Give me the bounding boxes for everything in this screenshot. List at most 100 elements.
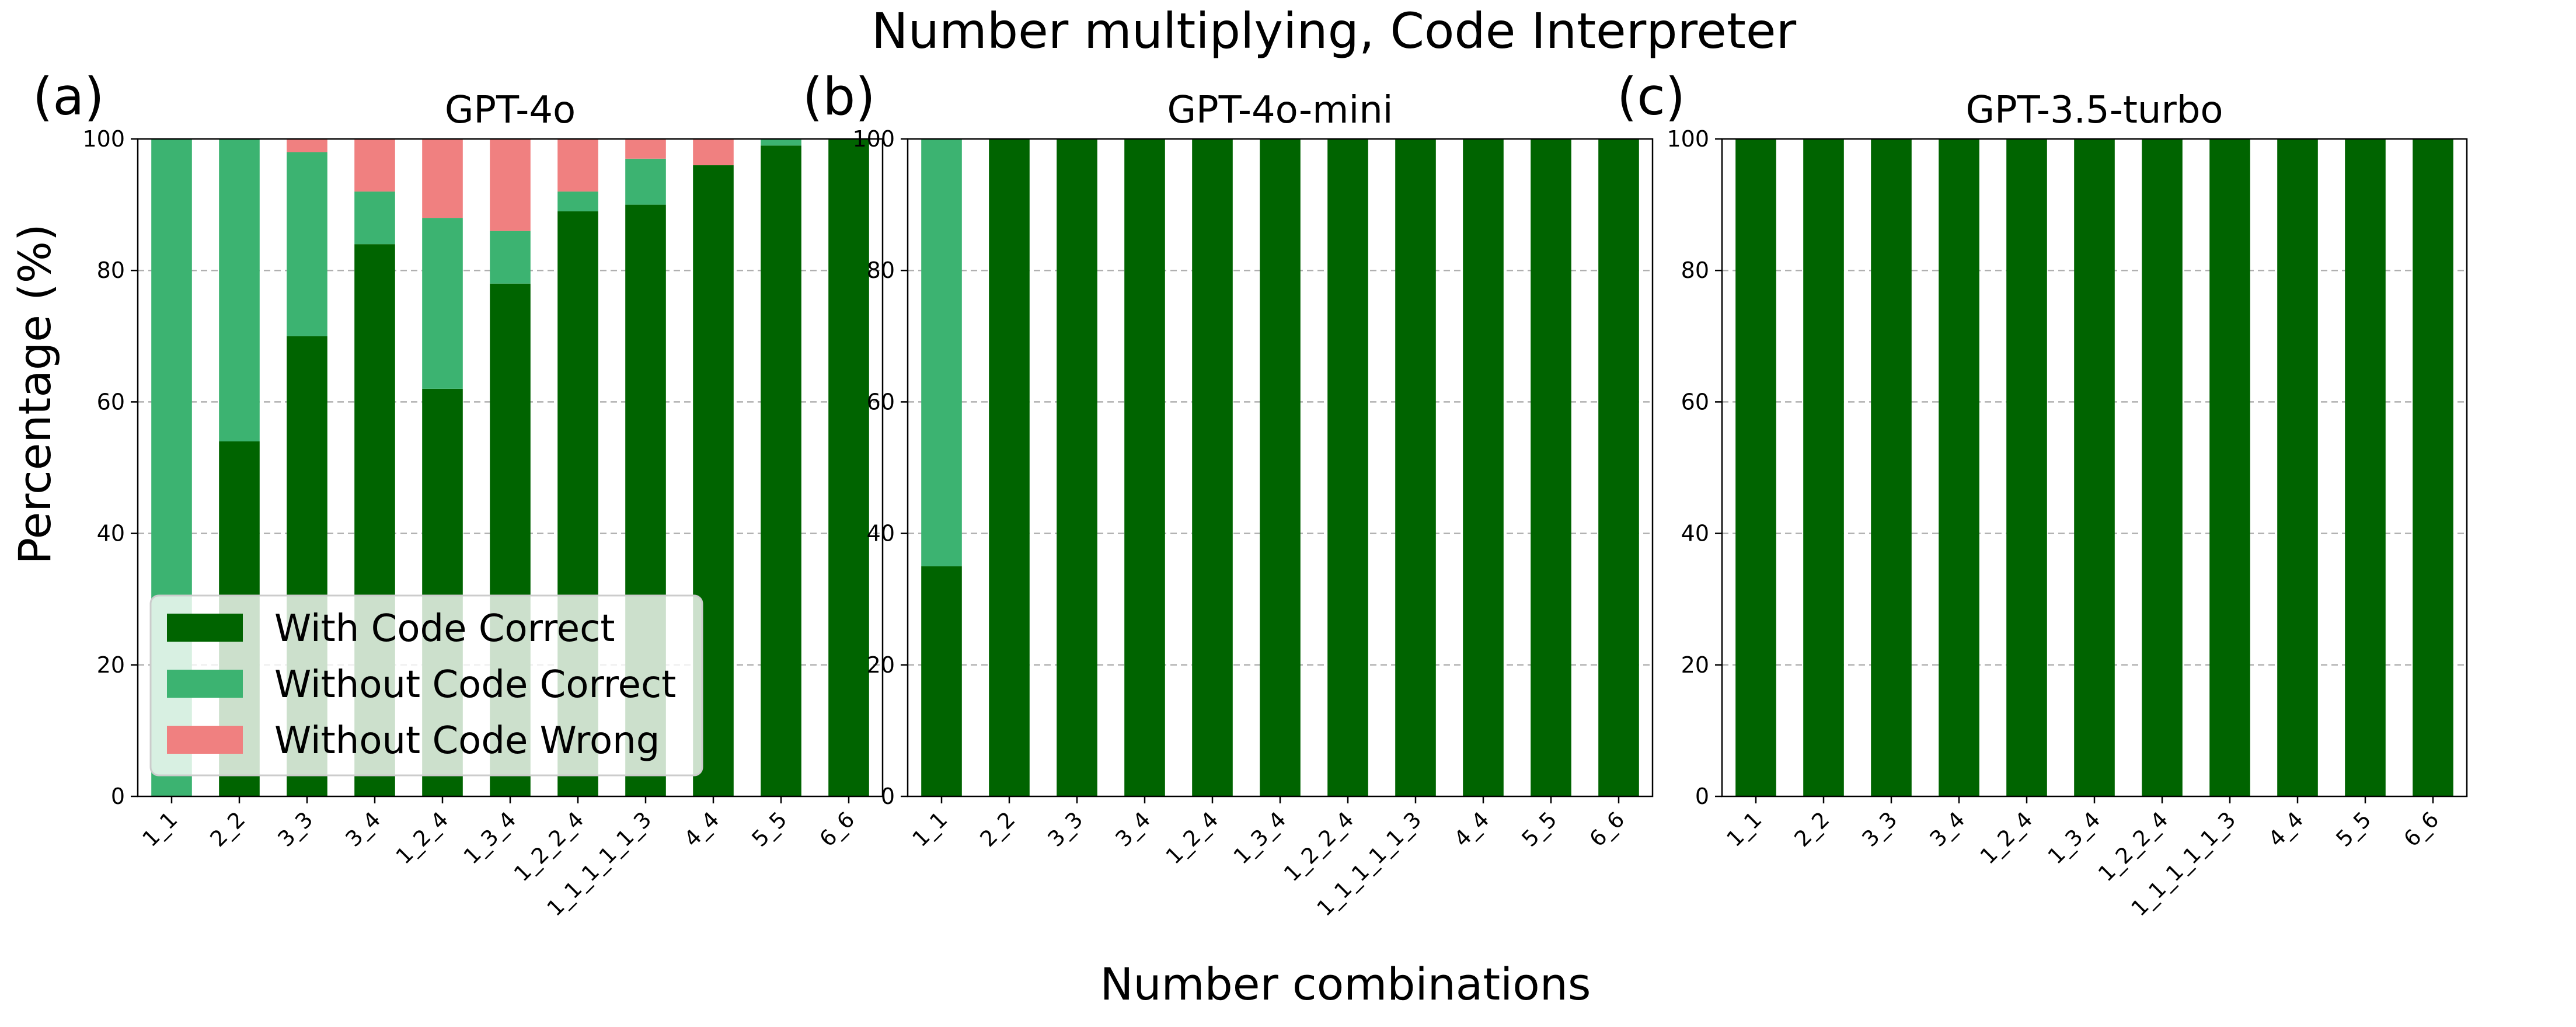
y-tick-label: 40	[97, 521, 125, 546]
y-tick-label: 40	[867, 521, 895, 546]
y-tick-label: 60	[1681, 389, 1709, 415]
bar-segment-with-code-correct	[1735, 139, 1776, 796]
bar-segment-with-code-correct	[2413, 139, 2453, 796]
y-tick-label: 0	[881, 784, 895, 809]
bar-segment-without-code-wrong	[354, 139, 395, 192]
x-axis-label: Number combinations	[1100, 958, 1591, 1010]
legend-swatch	[167, 726, 243, 754]
x-tick-label: 3_3	[273, 807, 318, 852]
panel-label: (c)	[1617, 67, 1685, 127]
bar-segment-with-code-correct	[2277, 139, 2318, 796]
x-tick-label: 1_1	[908, 807, 953, 852]
y-tick-label: 0	[111, 784, 125, 809]
bar-segment-with-code-correct	[1939, 139, 1979, 796]
x-tick-label: 1_2_4	[1975, 807, 2038, 869]
bar-segment-with-code-correct	[2074, 139, 2115, 796]
x-tick-label: 2_2	[205, 807, 250, 852]
x-tick-label: 5_5	[1517, 807, 1562, 852]
bar-segment-with-code-correct	[1803, 139, 1844, 796]
x-tick-label: 1_1	[138, 807, 183, 852]
x-tick-label: 3_3	[1857, 807, 1902, 852]
x-tick-label: 2_2	[975, 807, 1020, 852]
bar-segment-with-code-correct	[2142, 139, 2183, 796]
x-tick-label: 6_6	[1585, 807, 1630, 852]
y-tick-label: 80	[867, 257, 895, 283]
bar-segment-without-code-wrong	[287, 139, 327, 152]
bar-segment-with-code-correct	[1531, 139, 1571, 796]
y-tick-label: 20	[1681, 652, 1709, 678]
x-tick-label: 1_2_4	[1161, 807, 1223, 869]
y-tick-label: 100	[82, 126, 125, 152]
bar-segment-without-code-correct	[625, 158, 666, 205]
y-tick-label: 80	[1681, 257, 1709, 283]
figure-title: Number multiplying, Code Interpreter	[872, 2, 1797, 60]
y-tick-label: 80	[97, 257, 125, 283]
bar-segment-with-code-correct	[1327, 139, 1368, 796]
x-tick-label: 4_4	[2264, 807, 2309, 852]
x-tick-label: 4_4	[1449, 807, 1494, 852]
bar-segment-with-code-correct	[761, 145, 801, 796]
legend-entry: Without Code Wrong	[274, 719, 660, 763]
x-tick-label: 1_2_4	[391, 807, 454, 869]
x-tick-label: 5_5	[747, 807, 792, 852]
bar-segment-with-code-correct	[2006, 139, 2047, 796]
x-tick-label: 3_4	[1925, 807, 1970, 852]
x-tick-label: 1_3_4	[2043, 807, 2106, 869]
x-tick-label: 2_2	[1790, 807, 1835, 852]
y-tick-label: 60	[97, 389, 125, 415]
y-axis-label: Percentage (%)	[9, 224, 61, 564]
legend-entry: With Code Correct	[274, 607, 615, 650]
bar-segment-with-code-correct	[2209, 139, 2250, 796]
x-tick-label: 3_4	[341, 807, 386, 852]
x-tick-label: 4_4	[679, 807, 724, 852]
bar-segment-without-code-wrong	[693, 139, 734, 166]
bar-segment-with-code-correct	[1871, 139, 1912, 796]
bar-segment-without-code-correct	[490, 231, 531, 284]
legend-entry: Without Code Correct	[274, 663, 676, 706]
bar-segment-without-code-correct	[921, 139, 962, 566]
y-tick-label: 40	[1681, 521, 1709, 546]
x-tick-label: 1_1	[1722, 807, 1767, 852]
panel-title: GPT-4o-mini	[1167, 89, 1393, 132]
legend-swatch	[167, 614, 243, 642]
bar-segment-with-code-correct	[1192, 139, 1233, 796]
y-tick-label: 100	[852, 126, 895, 152]
legend-swatch	[167, 670, 243, 698]
x-tick-label: 6_6	[2399, 807, 2444, 852]
bar-segment-with-code-correct	[989, 139, 1030, 796]
x-tick-label: 6_6	[815, 807, 860, 852]
legend-box	[149, 594, 703, 777]
y-tick-label: 20	[867, 652, 895, 678]
bar-segment-with-code-correct	[1260, 139, 1301, 796]
bar-segment-with-code-correct	[1463, 139, 1504, 796]
bar-segment-without-code-correct	[287, 152, 327, 336]
bar-segment-without-code-wrong	[422, 139, 463, 218]
panel-label: (b)	[803, 67, 876, 127]
bar-segment-without-code-wrong	[490, 139, 531, 231]
panel-label: (a)	[33, 67, 104, 127]
panel-title: GPT-4o	[445, 89, 576, 132]
bar-segment-without-code-correct	[557, 192, 598, 211]
bar-segment-without-code-correct	[761, 139, 801, 146]
x-tick-label: 3_4	[1111, 807, 1156, 852]
bar-segment-without-code-correct	[219, 139, 260, 441]
y-tick-label: 60	[867, 389, 895, 415]
bar-segment-with-code-correct	[828, 139, 869, 796]
panel-title: GPT-3.5-turbo	[1965, 89, 2223, 132]
bar-segment-with-code-correct	[921, 566, 962, 796]
y-tick-label: 0	[1695, 784, 1709, 809]
bar-segment-without-code-correct	[354, 192, 395, 245]
x-tick-label: 5_5	[2331, 807, 2376, 852]
y-tick-label: 20	[97, 652, 125, 678]
legend: With Code Correct Without Code Correct Wit…	[149, 594, 703, 777]
bar-segment-with-code-correct	[1598, 139, 1639, 796]
bar-segment-with-code-correct	[2345, 139, 2386, 796]
x-tick-label: 1_3_4	[1229, 807, 1291, 869]
bar-segment-without-code-wrong	[557, 139, 598, 192]
bar-segment-with-code-correct	[1395, 139, 1436, 796]
